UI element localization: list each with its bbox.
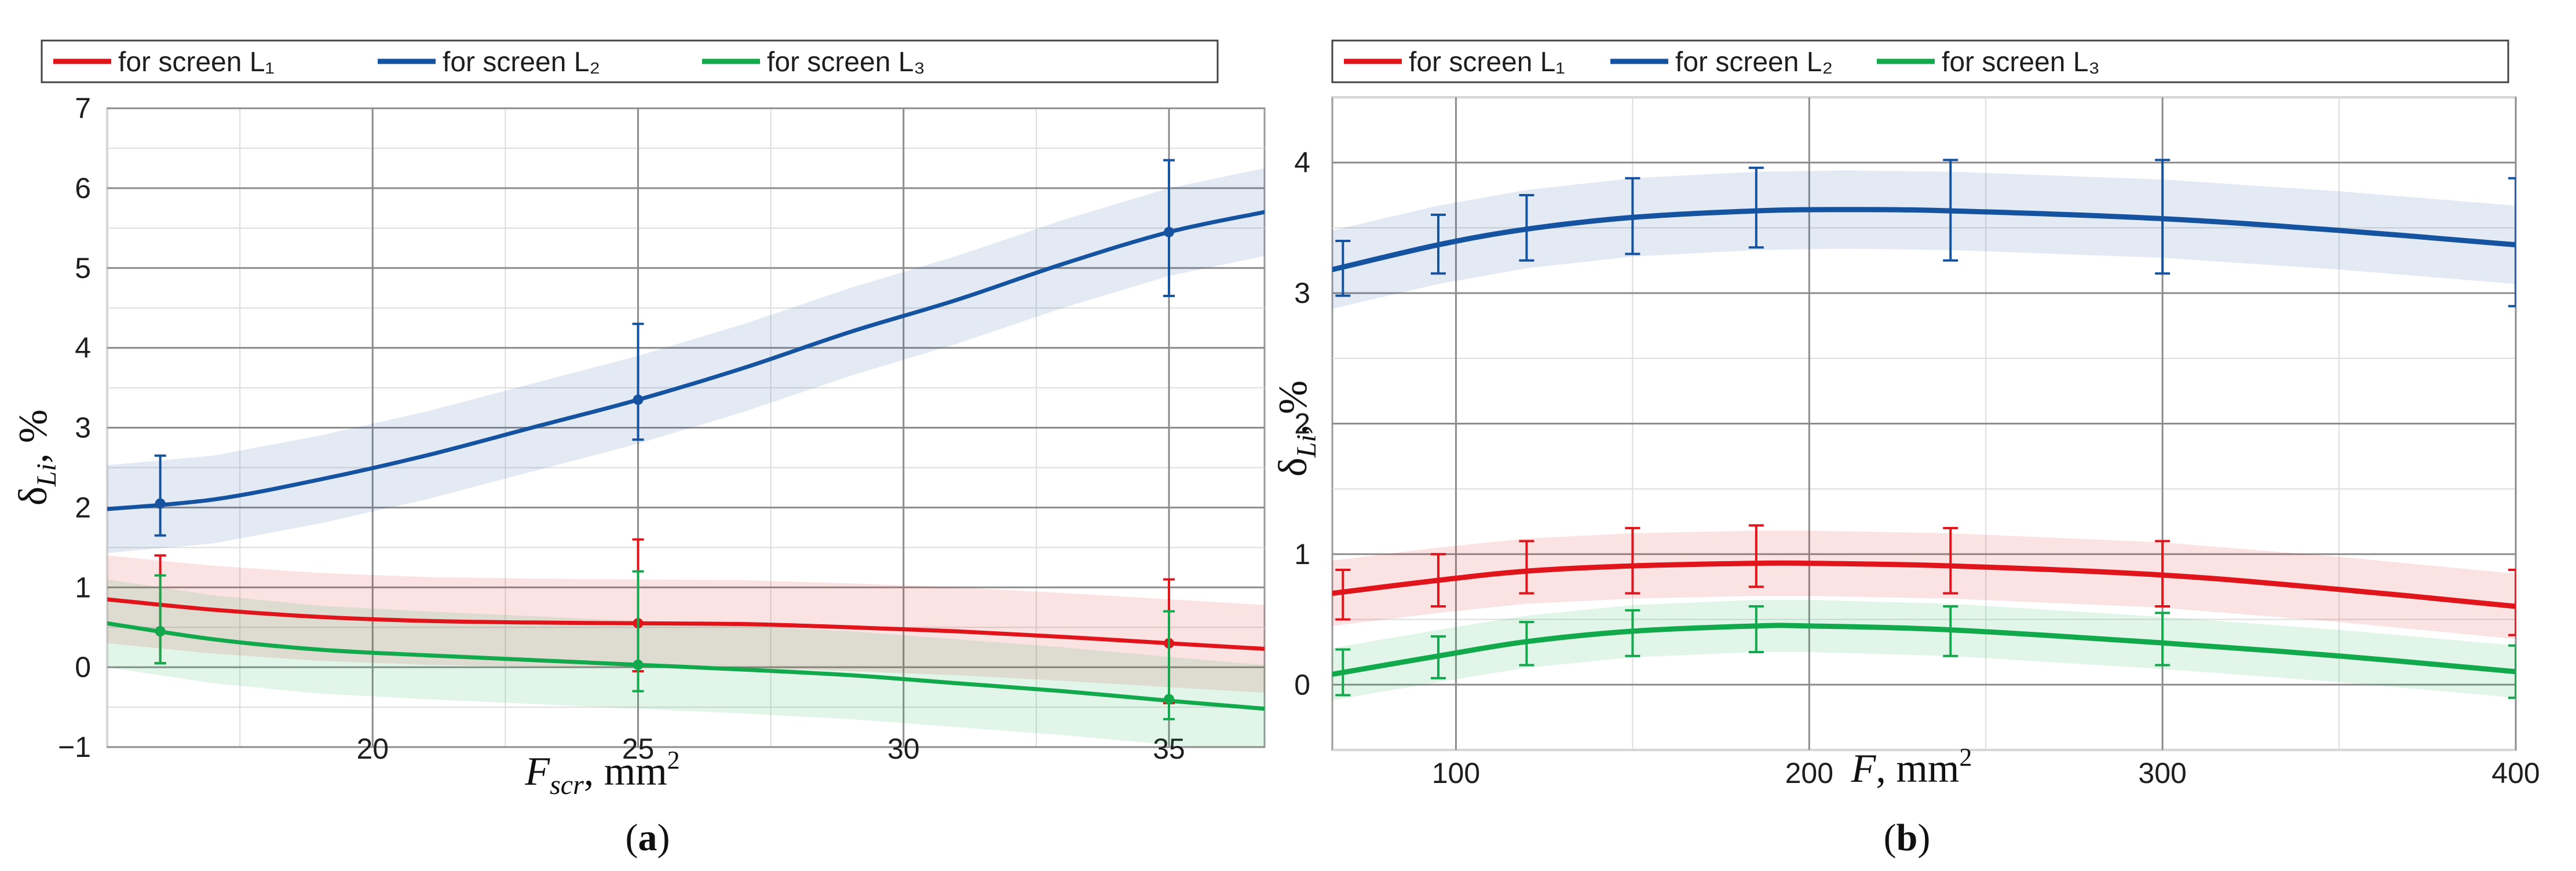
y-tick-label-a: 0 bbox=[75, 651, 91, 683]
legend-label-a-1: for screen L₁ bbox=[118, 47, 275, 78]
error-bar-b-series-2-point-5 bbox=[1748, 166, 1764, 249]
series-line-b-3 bbox=[1332, 623, 2516, 677]
x-tick-label-a: 35 bbox=[1153, 733, 1185, 765]
error-bar-b-series-2-point-8 bbox=[2508, 177, 2516, 308]
panel-label-b: (b) bbox=[1884, 817, 1931, 859]
error-bar-b-series-3-point-5 bbox=[1748, 605, 1764, 653]
error-bar-b-series-3-point-7 bbox=[2155, 612, 2171, 667]
error-bar-b-series-3-point-8 bbox=[2508, 644, 2516, 699]
series-line-a-2 bbox=[107, 210, 1265, 511]
y-tick-label-a: 1 bbox=[75, 571, 91, 603]
error-bar-b-series-3-point-4 bbox=[1625, 609, 1640, 657]
y-tick-label-a: 3 bbox=[75, 412, 91, 444]
error-bar-b-series-2-point-2 bbox=[1430, 213, 1446, 275]
error-bar-b-series-3-point-2 bbox=[1430, 635, 1446, 680]
x-tick-label-b: 100 bbox=[1432, 757, 1480, 789]
data-point-marker bbox=[1164, 694, 1175, 705]
x-tick-label-a: 20 bbox=[356, 733, 389, 765]
x-tick-label-b: 200 bbox=[1785, 757, 1833, 789]
data-point-marker bbox=[633, 394, 644, 405]
y-tick-label-a: −1 bbox=[58, 731, 91, 763]
error-bar-a-series-2-point-2 bbox=[632, 323, 644, 441]
y-tick-label-a: 6 bbox=[75, 172, 91, 204]
error-bar-a-series-2-point-1 bbox=[154, 454, 166, 537]
data-point-marker bbox=[155, 498, 166, 509]
legend-a: for screen L₁ for screen L₂ for screen L₃ bbox=[41, 39, 1219, 83]
y-tick-label-b: 3 bbox=[1294, 277, 1310, 309]
legend-box-a bbox=[41, 39, 1219, 83]
error-bar-b-series-2-point-6 bbox=[1943, 159, 1959, 262]
y-axis-title-b: δLi, % bbox=[1271, 380, 1322, 477]
error-bar-b-series-1-point-4 bbox=[1625, 526, 1640, 595]
legend-label-a-2: for screen L₂ bbox=[443, 47, 600, 78]
error-bar-b-series-3-point-3 bbox=[1519, 621, 1534, 667]
y-tick-label-a: 4 bbox=[75, 332, 91, 364]
x-tick-label-a: 30 bbox=[887, 733, 920, 765]
x-tick-label-b: 300 bbox=[2138, 757, 2186, 789]
panel-label-a: (a) bbox=[626, 817, 670, 859]
data-point-marker bbox=[1164, 226, 1175, 237]
series-line-b-2 bbox=[1332, 207, 2516, 273]
confidence-band-b-series-3 bbox=[1332, 599, 2516, 701]
legend-label-b-2: for screen L₂ bbox=[1675, 47, 1833, 78]
error-bar-b-series-2-point-4 bbox=[1625, 177, 1640, 255]
legend-label-b-1: for screen L₁ bbox=[1409, 47, 1565, 78]
y-tick-label-a: 2 bbox=[75, 491, 91, 524]
error-bar-b-series-1-point-2 bbox=[1430, 552, 1446, 608]
error-bar-b-series-3-point-6 bbox=[1943, 605, 1959, 657]
x-tick-label-b: 400 bbox=[2491, 757, 2540, 789]
x-axis-title-a: Fscr, mm2 bbox=[524, 746, 679, 800]
y-tick-label-b: 2 bbox=[1294, 408, 1310, 440]
panel-label-a-letter: a bbox=[638, 817, 657, 859]
error-bar-b-series-1-point-6 bbox=[1943, 526, 1959, 595]
error-bar-b-series-1-point-7 bbox=[2155, 540, 2171, 608]
plot-content-b bbox=[1332, 159, 2516, 701]
legend-b: for screen L₁ for screen L₂ for screen L₃ bbox=[1331, 39, 2509, 83]
confidence-band-a-series-2 bbox=[107, 168, 1265, 553]
y-axis-title-a: δLi, % bbox=[11, 409, 62, 506]
error-bar-b-series-2-point-7 bbox=[2155, 159, 2171, 275]
error-bar-b-series-2-point-3 bbox=[1519, 194, 1534, 262]
error-bar-b-series-3-point-1 bbox=[1335, 648, 1351, 697]
legend-label-b-3: for screen L₃ bbox=[1942, 47, 2100, 78]
y-tick-label-a: 7 bbox=[75, 92, 91, 125]
confidence-band-b-series-2 bbox=[1332, 170, 2516, 309]
y-tick-label-b: 1 bbox=[1294, 538, 1310, 570]
data-point-marker bbox=[633, 659, 644, 670]
plot-content-a bbox=[107, 159, 1265, 747]
error-bar-b-series-2-point-1 bbox=[1335, 239, 1351, 297]
error-bar-b-series-1-point-1 bbox=[1335, 568, 1351, 621]
legend-label-a-3: for screen L₃ bbox=[767, 47, 925, 78]
series-line-a-3 bbox=[107, 621, 1265, 711]
error-bar-a-series-3-point-2 bbox=[632, 570, 644, 693]
data-point-marker bbox=[155, 626, 166, 637]
series-line-a-1 bbox=[107, 597, 1265, 651]
error-bar-a-series-3-point-3 bbox=[1163, 610, 1175, 720]
y-tick-label-b: 4 bbox=[1294, 147, 1310, 179]
error-bar-a-series-3-point-1 bbox=[154, 574, 166, 665]
series-line-b-1 bbox=[1332, 560, 2516, 609]
x-axis-title-b: F, mm2 bbox=[1851, 743, 1972, 791]
error-bar-a-series-2-point-3 bbox=[1163, 159, 1175, 298]
error-bar-b-series-1-point-8 bbox=[2508, 568, 2516, 636]
confidence-band-b-series-1 bbox=[1332, 530, 2516, 639]
x-tick-label-a: 25 bbox=[622, 733, 655, 765]
panel-label-b-letter: b bbox=[1897, 817, 1918, 859]
error-bar-b-series-1-point-3 bbox=[1519, 540, 1534, 595]
y-tick-label-b: 0 bbox=[1294, 668, 1310, 701]
y-tick-label-a: 5 bbox=[75, 252, 91, 284]
error-bar-b-series-1-point-5 bbox=[1748, 524, 1764, 588]
